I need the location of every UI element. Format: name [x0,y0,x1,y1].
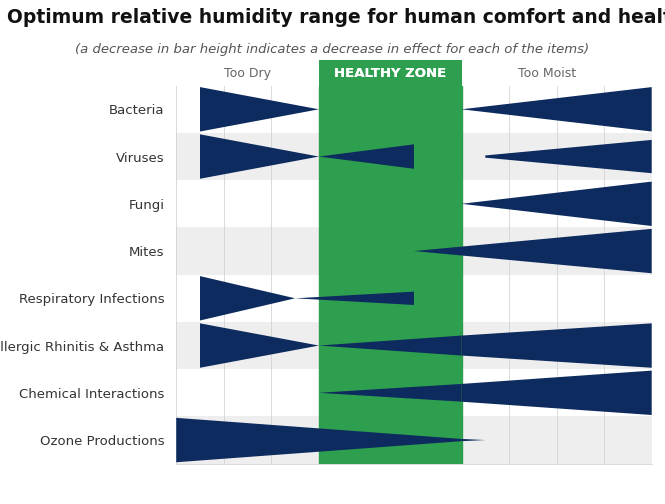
Bar [176,86,652,133]
Bar [319,86,462,464]
Polygon shape [200,87,319,132]
Bar [176,133,652,180]
Polygon shape [295,292,414,305]
Text: HEALTHY ZONE: HEALTHY ZONE [334,68,446,80]
Text: Too Dry: Too Dry [224,68,271,80]
Polygon shape [200,324,319,368]
Polygon shape [200,276,295,321]
Bar [176,180,652,227]
Bar [176,369,652,416]
Text: HEALTHY ZONE: HEALTHY ZONE [334,68,446,80]
Bar [319,59,462,86]
Text: Optimum relative humidity range for human comfort and health: Optimum relative humidity range for huma… [7,8,665,27]
Polygon shape [319,384,462,402]
Text: (a decrease in bar height indicates a decrease in effect for each of the items): (a decrease in bar height indicates a de… [75,43,590,56]
Polygon shape [485,140,652,173]
Polygon shape [462,439,485,441]
Bar [176,275,652,322]
Polygon shape [462,181,652,226]
Bar [176,416,652,464]
Polygon shape [414,229,652,273]
Text: Too Moist: Too Moist [518,68,576,80]
Bar [176,322,652,369]
Bar [176,227,652,275]
Polygon shape [319,336,462,355]
Polygon shape [176,418,462,462]
Polygon shape [462,370,652,415]
Polygon shape [319,144,414,169]
Polygon shape [462,87,652,132]
Polygon shape [200,135,319,179]
Polygon shape [462,324,652,368]
